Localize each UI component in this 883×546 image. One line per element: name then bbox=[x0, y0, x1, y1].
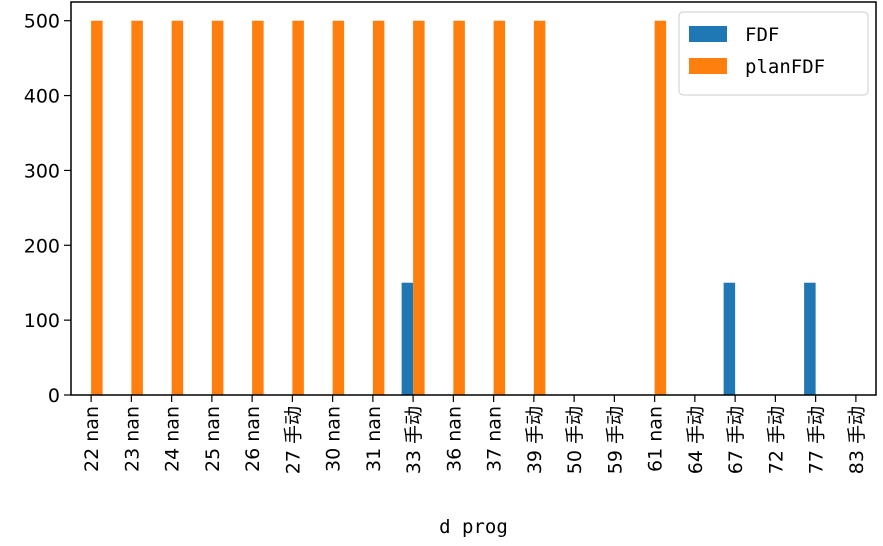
y-tick-label: 100 bbox=[24, 310, 60, 332]
bar-planfdf-2 bbox=[171, 20, 184, 395]
bars-group bbox=[91, 20, 816, 395]
y-axis: 0 100 200 300 400 500 bbox=[24, 11, 71, 407]
bar-planfdf-1 bbox=[131, 20, 143, 395]
x-tick-label: 26 nan bbox=[242, 406, 264, 472]
bar-planfdf-3 bbox=[211, 20, 224, 395]
x-axis-label: d prog bbox=[439, 516, 508, 538]
bar-planfdf-8 bbox=[413, 20, 425, 395]
x-tick-label: 77 手动 bbox=[806, 406, 828, 474]
bar-planfdf-10 bbox=[493, 20, 506, 395]
x-axis: 22 nan 23 nan 24 nan 25 nan 26 nan 27 手动 30 na… bbox=[81, 395, 868, 474]
x-tick-label: 64 手动 bbox=[685, 406, 707, 474]
bar-planfdf-0 bbox=[91, 20, 103, 395]
y-tick-label: 500 bbox=[24, 11, 60, 33]
x-tick-label: 61 nan bbox=[645, 406, 667, 472]
x-tick-label: 36 nan bbox=[443, 406, 465, 472]
x-tick-label: 59 手动 bbox=[604, 406, 626, 474]
bar-planfdf-7 bbox=[372, 20, 385, 395]
bar-planfdf-11 bbox=[533, 20, 546, 395]
x-tick-label: 83 手动 bbox=[846, 406, 868, 474]
plot-frame bbox=[70, 1, 877, 396]
bar-planfdf-5 bbox=[292, 20, 304, 395]
x-tick-label: 37 nan bbox=[484, 406, 506, 472]
bar-planfdf-9 bbox=[453, 20, 465, 395]
y-tick-label: 0 bbox=[48, 385, 60, 407]
legend-swatch-planfdf bbox=[689, 58, 727, 74]
bar-planfdf-6 bbox=[332, 20, 345, 395]
x-tick-label: 27 手动 bbox=[282, 406, 304, 474]
x-tick-label: 22 nan bbox=[81, 406, 103, 472]
x-tick-label: 30 nan bbox=[323, 406, 345, 472]
legend-label-fdf: FDF bbox=[745, 24, 779, 46]
bar-planfdf-14 bbox=[654, 20, 667, 395]
bar-planfdf-4 bbox=[252, 20, 264, 395]
x-tick-label: 25 nan bbox=[202, 406, 224, 472]
y-tick-label: 300 bbox=[24, 160, 60, 182]
y-tick-label: 400 bbox=[24, 86, 60, 108]
bar-fdf-16 bbox=[723, 282, 736, 395]
x-tick-label: 31 nan bbox=[363, 406, 385, 472]
legend: FDF planFDF bbox=[678, 11, 869, 96]
x-tick-label: 33 手动 bbox=[403, 406, 425, 474]
legend-label-planfdf: planFDF bbox=[745, 56, 825, 78]
x-tick-label: 39 手动 bbox=[524, 406, 546, 474]
x-tick-label: 50 手动 bbox=[564, 406, 586, 474]
x-tick-label: 23 nan bbox=[121, 406, 143, 472]
bar-fdf-8 bbox=[401, 282, 414, 395]
x-tick-label: 67 手动 bbox=[725, 406, 747, 474]
x-tick-label: 24 nan bbox=[162, 406, 184, 472]
y-tick-label: 200 bbox=[24, 235, 60, 257]
bar-fdf-18 bbox=[804, 282, 816, 395]
x-tick-label: 72 手动 bbox=[765, 406, 787, 474]
legend-swatch-fdf bbox=[689, 26, 727, 42]
